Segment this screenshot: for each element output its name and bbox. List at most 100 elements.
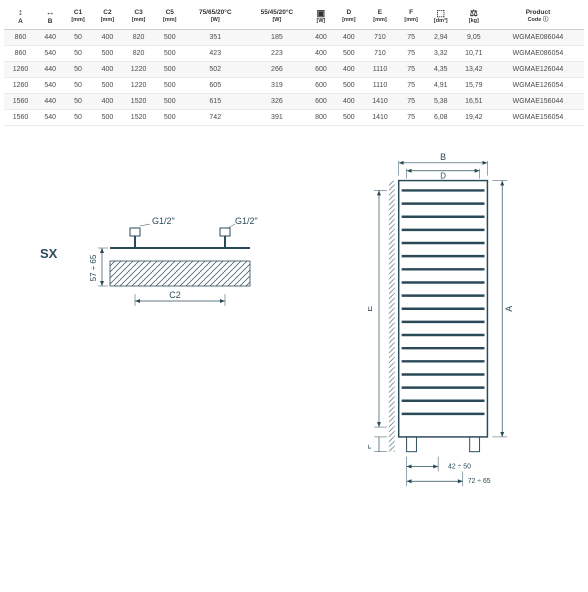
col-header-5: C5[mm] [155,4,184,29]
cell: 400 [308,29,334,45]
cell: 1560 [4,93,37,109]
col-header-6: 75/65/20°C[W] [184,4,246,29]
cell: 1260 [4,77,37,93]
cell: 710 [364,45,397,61]
cell: 502 [184,61,246,77]
cell: 1110 [364,61,397,77]
cell: 440 [37,93,63,109]
cell: 5,38 [426,93,456,109]
cell: 710 [364,29,397,45]
cell: 400 [334,61,363,77]
table-row: 12604405040012205005022666004001110754,3… [4,61,584,77]
cell: WGMAE156054 [492,109,584,125]
cell: 1410 [364,109,397,125]
col-header-3: C2[mm] [93,4,122,29]
v-dim-label: 57 ÷ 65 [89,254,98,281]
cell: 500 [155,109,184,125]
spec-table: ↕A↔BC1[mm]C2[mm]C3[mm]C5[mm]75/65/20°C[W… [4,4,584,126]
col-header-11: F[mm] [396,4,425,29]
cell: 600 [308,61,334,77]
col-header-13: ⚖[kg] [456,4,492,29]
col-header-9: D[mm] [334,4,363,29]
cell: 50 [63,109,92,125]
cell: 440 [37,61,63,77]
cell: 400 [93,61,122,77]
cell: 13,42 [456,61,492,77]
cell: 820 [122,45,155,61]
sx-diagram: G1/2" G1/2" C2 57 ÷ 65 [80,206,280,326]
cell: 860 [4,45,37,61]
g12-left-label: G1/2" [152,216,175,226]
cell: 400 [93,93,122,109]
table-row: 86044050400820500351185400400710752,949,… [4,29,584,45]
cell: 50 [63,77,92,93]
bottom-dim1: 42 ÷ 50 [448,463,471,470]
cell: 1220 [122,77,155,93]
cell: 1110 [364,77,397,93]
e-label: E [368,305,374,311]
cell: 2,94 [426,29,456,45]
cell: 1220 [122,61,155,77]
cell: WGMAE086054 [492,45,584,61]
bottom-dim2: 72 ÷ 65 [468,478,491,485]
col-header-1: ↔B [37,4,63,29]
cell: 500 [155,61,184,77]
cell: 400 [334,29,363,45]
cell: 10,71 [456,45,492,61]
cell: 600 [308,93,334,109]
cell: 500 [93,77,122,93]
cell: 75 [396,77,425,93]
cell: 19,42 [456,109,492,125]
c2-label: C2 [169,290,181,300]
a-label: A [504,305,514,311]
cell: 540 [37,45,63,61]
table-row: 15605405050015205007423918005001410756,0… [4,109,584,125]
g12-right-label: G1/2" [235,216,258,226]
cell: 1520 [122,93,155,109]
cell: 820 [122,29,155,45]
cell: 75 [396,93,425,109]
cell: 860 [4,29,37,45]
cell: 423 [184,45,246,61]
col-header-2: C1[mm] [63,4,92,29]
front-diagram: B D A E F [368,151,528,501]
cell: 500 [93,45,122,61]
cell: 500 [155,93,184,109]
cell: 9,05 [456,29,492,45]
cell: 500 [155,45,184,61]
cell: 50 [63,61,92,77]
cell: 1560 [4,109,37,125]
cell: WGMAE126044 [492,61,584,77]
cell: 742 [184,109,246,125]
cell: 351 [184,29,246,45]
cell: 391 [246,109,308,125]
col-header-10: E[mm] [364,4,397,29]
col-header-0: ↕A [4,4,37,29]
diagrams-area: SX G1/2" G1/2" [0,166,588,566]
cell: 800 [308,109,334,125]
cell: 75 [396,45,425,61]
cell: 4,91 [426,77,456,93]
col-header-8: ▣[W] [308,4,334,29]
cell: 605 [184,77,246,93]
cell: 500 [93,109,122,125]
cell: WGMAE086044 [492,29,584,45]
cell: 400 [334,93,363,109]
cell: 615 [184,93,246,109]
cell: 440 [37,29,63,45]
cell: WGMAE126054 [492,77,584,93]
cell: 266 [246,61,308,77]
cell: 50 [63,93,92,109]
table-row: 15604405040015205006153266004001410755,3… [4,93,584,109]
d-label: D [440,171,446,180]
col-header-7: 55/45/20°C[W] [246,4,308,29]
cell: 540 [37,77,63,93]
cell: 326 [246,93,308,109]
cell: 4,35 [426,61,456,77]
cell: 1260 [4,61,37,77]
cell: 540 [37,109,63,125]
cell: 1520 [122,109,155,125]
cell: 50 [63,45,92,61]
cell: 600 [308,77,334,93]
cell: 16,51 [456,93,492,109]
